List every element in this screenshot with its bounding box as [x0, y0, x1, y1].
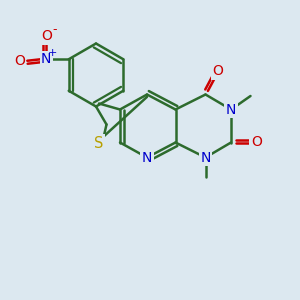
Text: N: N [142, 151, 152, 164]
Text: N: N [226, 103, 236, 116]
Text: -: - [52, 23, 57, 36]
Text: N: N [200, 151, 211, 164]
Text: O: O [14, 54, 25, 68]
Text: S: S [94, 136, 104, 151]
Text: +: + [48, 48, 58, 58]
Text: O: O [212, 64, 223, 78]
Text: N: N [41, 52, 51, 66]
Text: O: O [251, 136, 262, 149]
Text: O: O [41, 29, 52, 43]
